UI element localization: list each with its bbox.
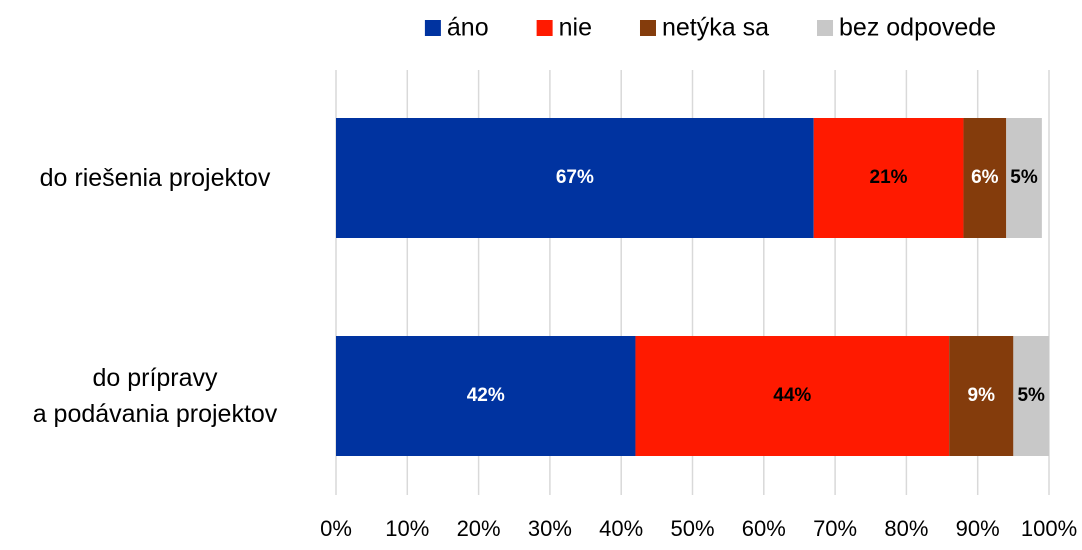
x-tick-label: 90% (956, 516, 1000, 541)
data-label: 44% (773, 385, 811, 406)
legend-label: nie (559, 14, 592, 42)
legend-label: áno (447, 14, 489, 42)
bar-segment (963, 118, 1007, 238)
legend-label: netýka sa (662, 14, 769, 42)
x-tick-label: 20% (457, 516, 501, 541)
legend-label: bez odpovede (839, 14, 996, 42)
x-tick-label: 10% (385, 516, 429, 541)
bar-segment (949, 336, 1014, 456)
y-tick-label: do prípravy a podávania projektov (32, 364, 278, 428)
data-label: 6% (971, 167, 999, 188)
data-label: 5% (1017, 385, 1045, 406)
x-tick-label: 60% (742, 516, 786, 541)
x-tick-label: 80% (884, 516, 928, 541)
bar-segment (336, 336, 636, 456)
data-label: 42% (467, 385, 505, 406)
bar-segment (813, 118, 964, 238)
data-label: 21% (870, 167, 908, 188)
x-tick-label: 50% (670, 516, 714, 541)
legend-swatch (424, 20, 441, 36)
bar-segment (1006, 118, 1042, 238)
legend: áno nie netýka sa bez odpovede (424, 14, 996, 42)
x-tick-label: 0% (320, 516, 352, 541)
legend-swatch (536, 20, 553, 36)
legend-swatch (639, 20, 656, 36)
data-label: 9% (968, 385, 996, 406)
x-tick-label: 30% (528, 516, 572, 541)
y-tick-label: do riešenia projektov (39, 164, 271, 192)
legend-swatch (817, 20, 834, 36)
x-tick-label: 100% (1021, 516, 1077, 541)
x-tick-label: 70% (813, 516, 857, 541)
x-tick-label: 40% (599, 516, 643, 541)
bar-segment (635, 336, 950, 456)
data-label: 67% (556, 167, 594, 188)
bar-segment (336, 118, 814, 238)
data-label: 5% (1010, 167, 1038, 188)
bar-segment (1013, 336, 1049, 456)
